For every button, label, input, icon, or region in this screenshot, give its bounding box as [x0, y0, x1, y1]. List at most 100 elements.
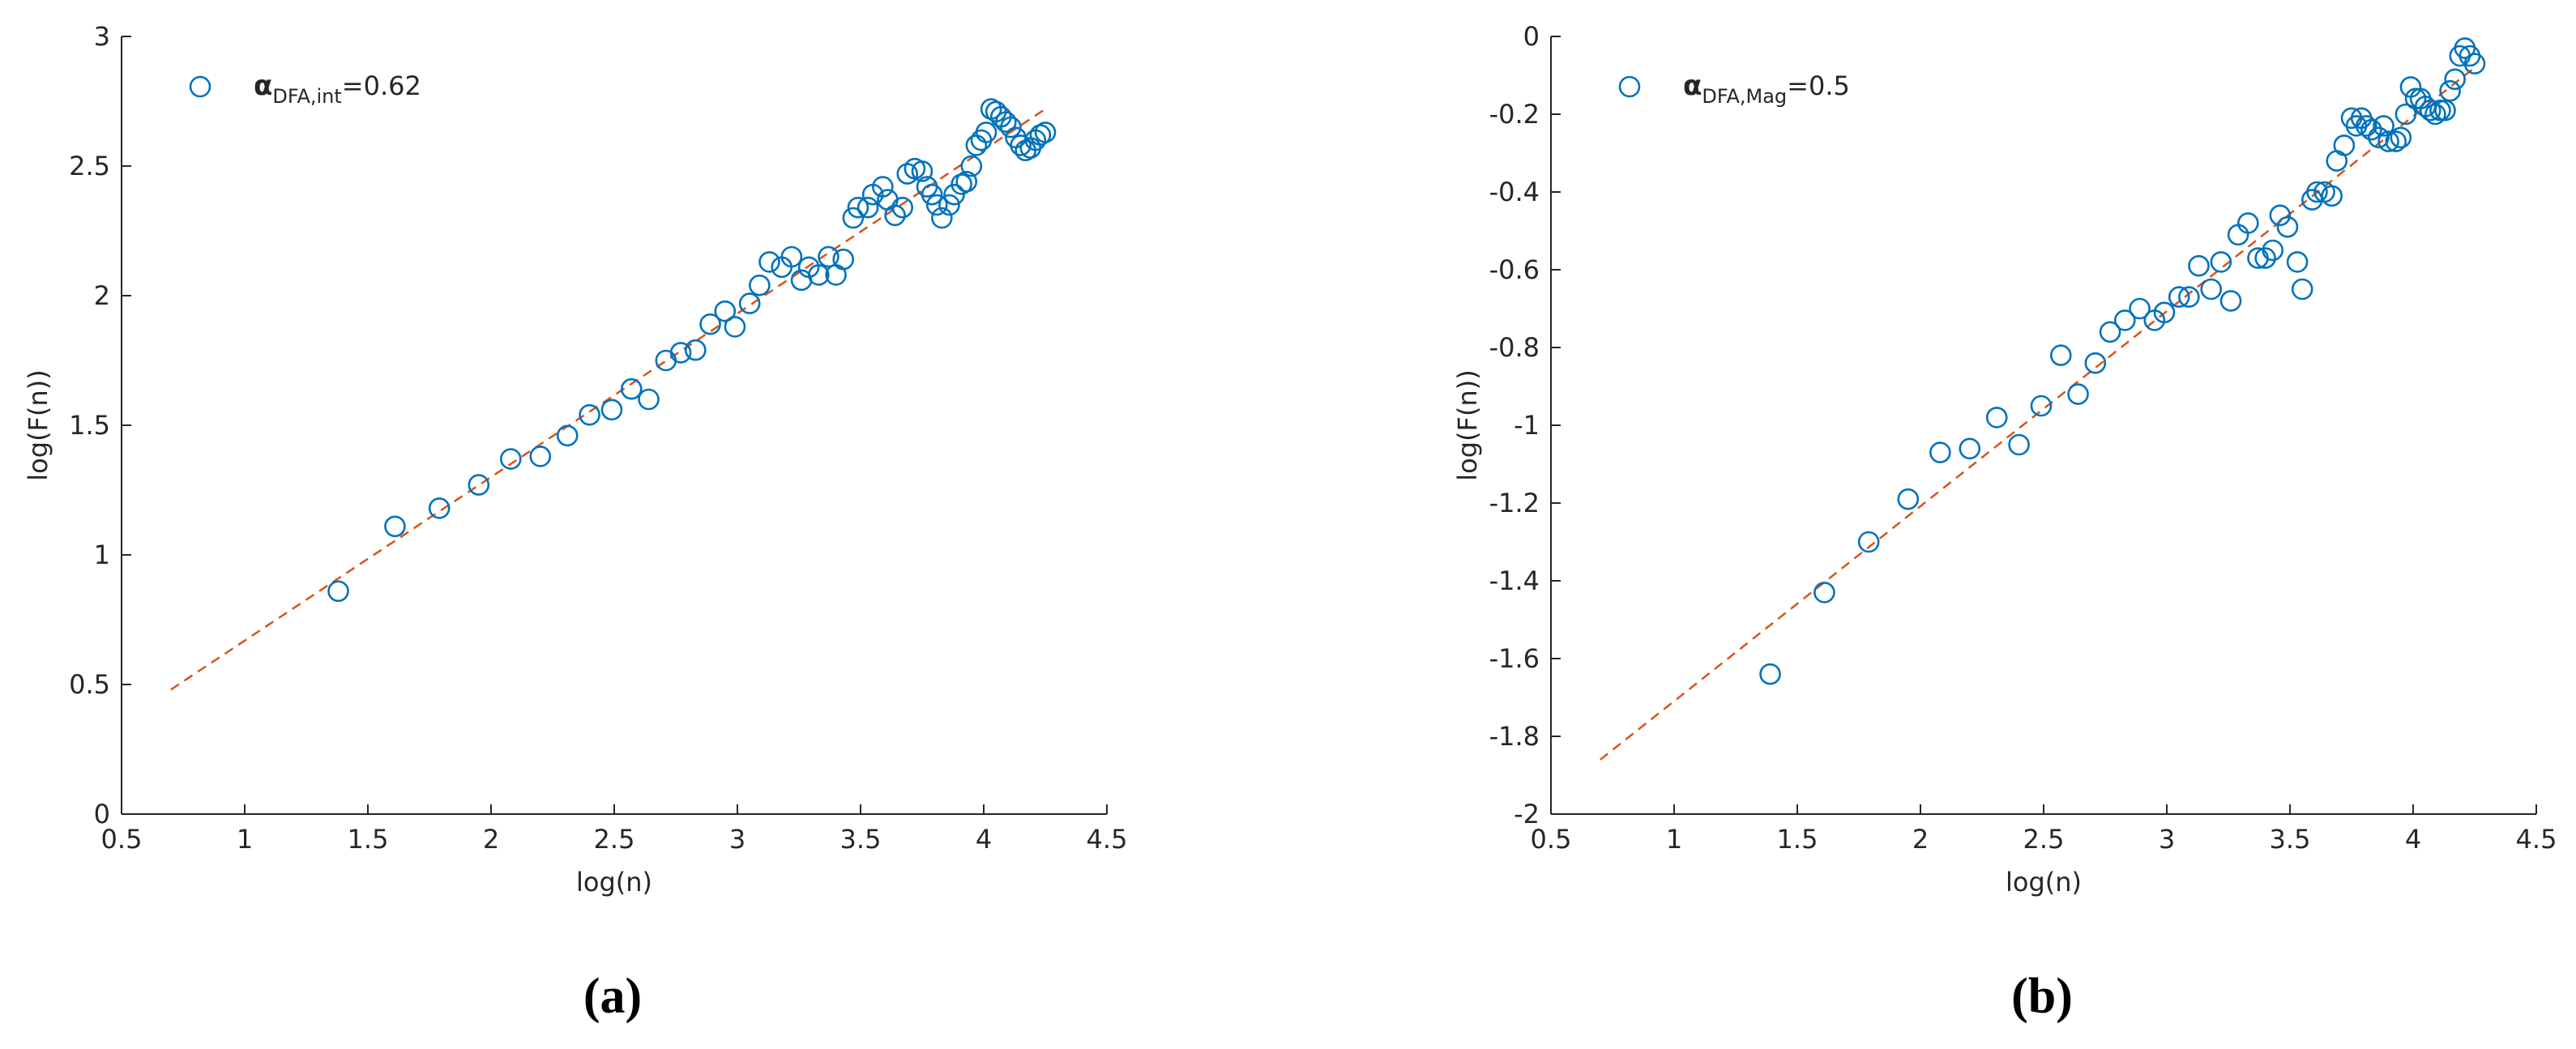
- scatter-point: [960, 155, 983, 177]
- scatter-point: [749, 274, 771, 296]
- scatter-point: [529, 446, 552, 467]
- scatter-point: [669, 342, 692, 364]
- scatter-point: [2286, 251, 2309, 273]
- scatter-point: [2262, 239, 2284, 262]
- scatter-point: [2355, 115, 2377, 137]
- scatter-point: [655, 349, 677, 372]
- scatter-point: [2067, 383, 2089, 405]
- scatter-point: [2269, 204, 2292, 227]
- scatter-point: [2390, 126, 2412, 149]
- scatter-point: [808, 264, 830, 286]
- scatter-point: [832, 248, 855, 271]
- scatter-point: [891, 196, 913, 219]
- scatter-point: [2429, 99, 2451, 122]
- scatter-point: [1759, 663, 1781, 685]
- legend-marker: [189, 75, 211, 98]
- scatter-point: [699, 313, 721, 335]
- legend-marker: [1618, 75, 1641, 98]
- x-tick-label: 0.5: [1531, 824, 1572, 855]
- scatter-point: [995, 111, 1017, 133]
- scatter-point: [780, 245, 803, 268]
- scatter-point: [2434, 99, 2456, 122]
- scatter-point: [2099, 321, 2121, 343]
- scatter-point: [2444, 68, 2466, 91]
- scatter-point: [2049, 344, 2072, 366]
- x-tick-label: 1: [237, 824, 253, 855]
- caption: (b): [2011, 969, 2073, 1024]
- scatter-point: [931, 207, 953, 229]
- scatter-point: [2188, 254, 2210, 277]
- y-tick-label: 2: [94, 280, 110, 311]
- scatter-point: [1985, 407, 2008, 429]
- scatter-point: [925, 194, 948, 216]
- y-tick-label: -0.8: [1489, 332, 1540, 363]
- scatter-point: [884, 204, 906, 227]
- scatter-point: [955, 170, 978, 193]
- chart-panel: 0.5 1 1.5 2 2.5 3 3.5 4 4.500.511.522.53log(n)lo…: [23, 21, 1127, 1024]
- legend-subscript: DFA,int: [272, 85, 341, 108]
- x-tick-label: 1: [1666, 824, 1682, 855]
- y-tick-label: 2.5: [69, 151, 110, 181]
- scatter-point: [724, 316, 746, 338]
- x-tick-label: 2.5: [2023, 824, 2065, 855]
- scatter-point: [327, 580, 349, 603]
- x-tick-label: 2.5: [594, 824, 635, 855]
- scatter-point: [2424, 103, 2446, 126]
- scatter-point: [896, 163, 919, 185]
- scatter-point: [2360, 118, 2382, 141]
- scatter-point: [2333, 134, 2356, 156]
- y-tick-label: 3: [94, 21, 110, 52]
- scatter-point: [2377, 130, 2399, 152]
- scatter-point: [818, 245, 839, 268]
- scatter-point: [1010, 134, 1032, 156]
- scatter-point: [1813, 582, 1835, 603]
- scatter-point: [2210, 251, 2232, 273]
- scatter-point: [638, 388, 660, 411]
- scatter-point: [2237, 212, 2259, 234]
- scatter-point: [1959, 437, 1981, 460]
- scatter-point: [1034, 122, 1057, 143]
- scatter-point: [714, 300, 737, 322]
- caption: (a): [583, 969, 642, 1024]
- y-tick-label: -0.2: [1489, 99, 1540, 130]
- scatter-point: [1000, 116, 1022, 139]
- scatter-point: [2373, 115, 2394, 137]
- scatter-point: [2030, 394, 2053, 417]
- x-tick-label: 2: [483, 824, 499, 855]
- x-tick-label: 0.5: [101, 824, 143, 855]
- scatter-point: [2008, 433, 2030, 456]
- legend-label: αDFA,int=0.62: [254, 70, 421, 108]
- scatter-point: [500, 448, 522, 470]
- scatter-point: [2419, 99, 2441, 122]
- scatter-point: [911, 160, 933, 182]
- scatter-point: [872, 176, 894, 198]
- scatter-point: [2368, 126, 2390, 149]
- y-tick-label: 1.5: [69, 410, 110, 441]
- legend-value: =0.5: [1787, 70, 1850, 101]
- y-tick-label: 1: [94, 539, 110, 570]
- y-tick-label: -1.4: [1489, 565, 1540, 596]
- scatter-point: [2178, 286, 2200, 308]
- y-tick-label: -2: [1514, 799, 1540, 829]
- scatter-point: [620, 377, 643, 400]
- scatter-point: [2276, 215, 2299, 238]
- scatter-point: [2114, 309, 2136, 331]
- y-tick-label: -1: [1514, 410, 1540, 441]
- scatter-point: [384, 515, 406, 538]
- scatter-point: [2291, 278, 2313, 301]
- scatter-point: [847, 196, 869, 219]
- scatter-point: [2306, 181, 2328, 203]
- x-tick-label: 4: [976, 824, 992, 855]
- scatter-point: [951, 173, 972, 195]
- legend-subscript: DFA,Mag: [1702, 85, 1787, 108]
- scatter-point: [965, 134, 988, 156]
- y-axis-label: log(F(n)): [1452, 369, 1483, 480]
- scatter-point: [556, 424, 579, 447]
- fit-line: [170, 108, 1046, 691]
- legend-symbol: α: [1683, 70, 1702, 102]
- x-tick-label: 4: [2405, 824, 2421, 855]
- scatter-point: [938, 194, 960, 216]
- x-tick-label: 3.5: [2270, 824, 2311, 855]
